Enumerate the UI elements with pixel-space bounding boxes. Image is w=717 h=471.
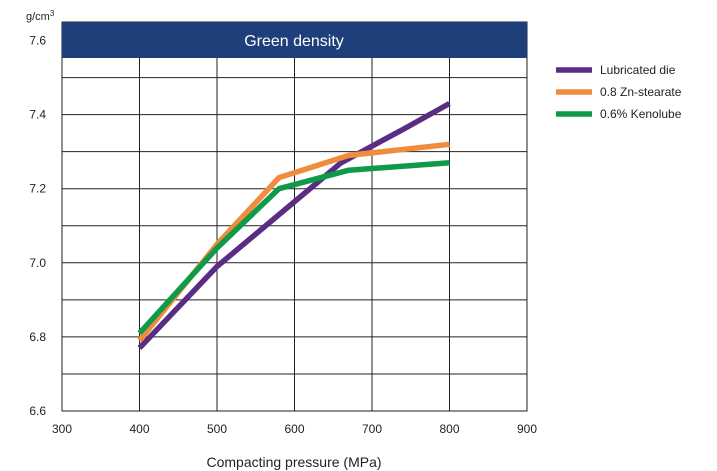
chart-title: Green density xyxy=(244,33,344,50)
legend-label: Lubricated die xyxy=(600,63,676,77)
y-unit-label: g/cm3 xyxy=(26,9,55,24)
series-line-1 xyxy=(137,101,451,350)
legend-label: 0.8 Zn-stearate xyxy=(600,85,682,99)
x-tick-label: 400 xyxy=(129,422,149,436)
y-tick-label: 7.6 xyxy=(29,34,46,48)
x-tick-label: 700 xyxy=(362,422,382,436)
series-line-3 xyxy=(137,160,450,336)
x-tick-label: 300 xyxy=(52,422,72,436)
x-tick-label: 600 xyxy=(284,422,304,436)
x-tick-label: 800 xyxy=(439,422,459,436)
x-tick-label: 500 xyxy=(207,422,227,436)
legend-label: 0.6% Kenolube xyxy=(600,107,682,121)
y-tick-label: 6.6 xyxy=(29,404,46,418)
title-banner xyxy=(62,22,527,58)
y-tick-label: 7.2 xyxy=(29,182,46,196)
y-tick-label: 7.4 xyxy=(29,108,46,122)
x-axis-label: Compacting pressure (MPa) xyxy=(206,454,381,470)
x-tick-label: 900 xyxy=(517,422,537,436)
y-tick-label: 6.8 xyxy=(29,330,46,344)
y-tick-label: 7.0 xyxy=(29,256,46,270)
